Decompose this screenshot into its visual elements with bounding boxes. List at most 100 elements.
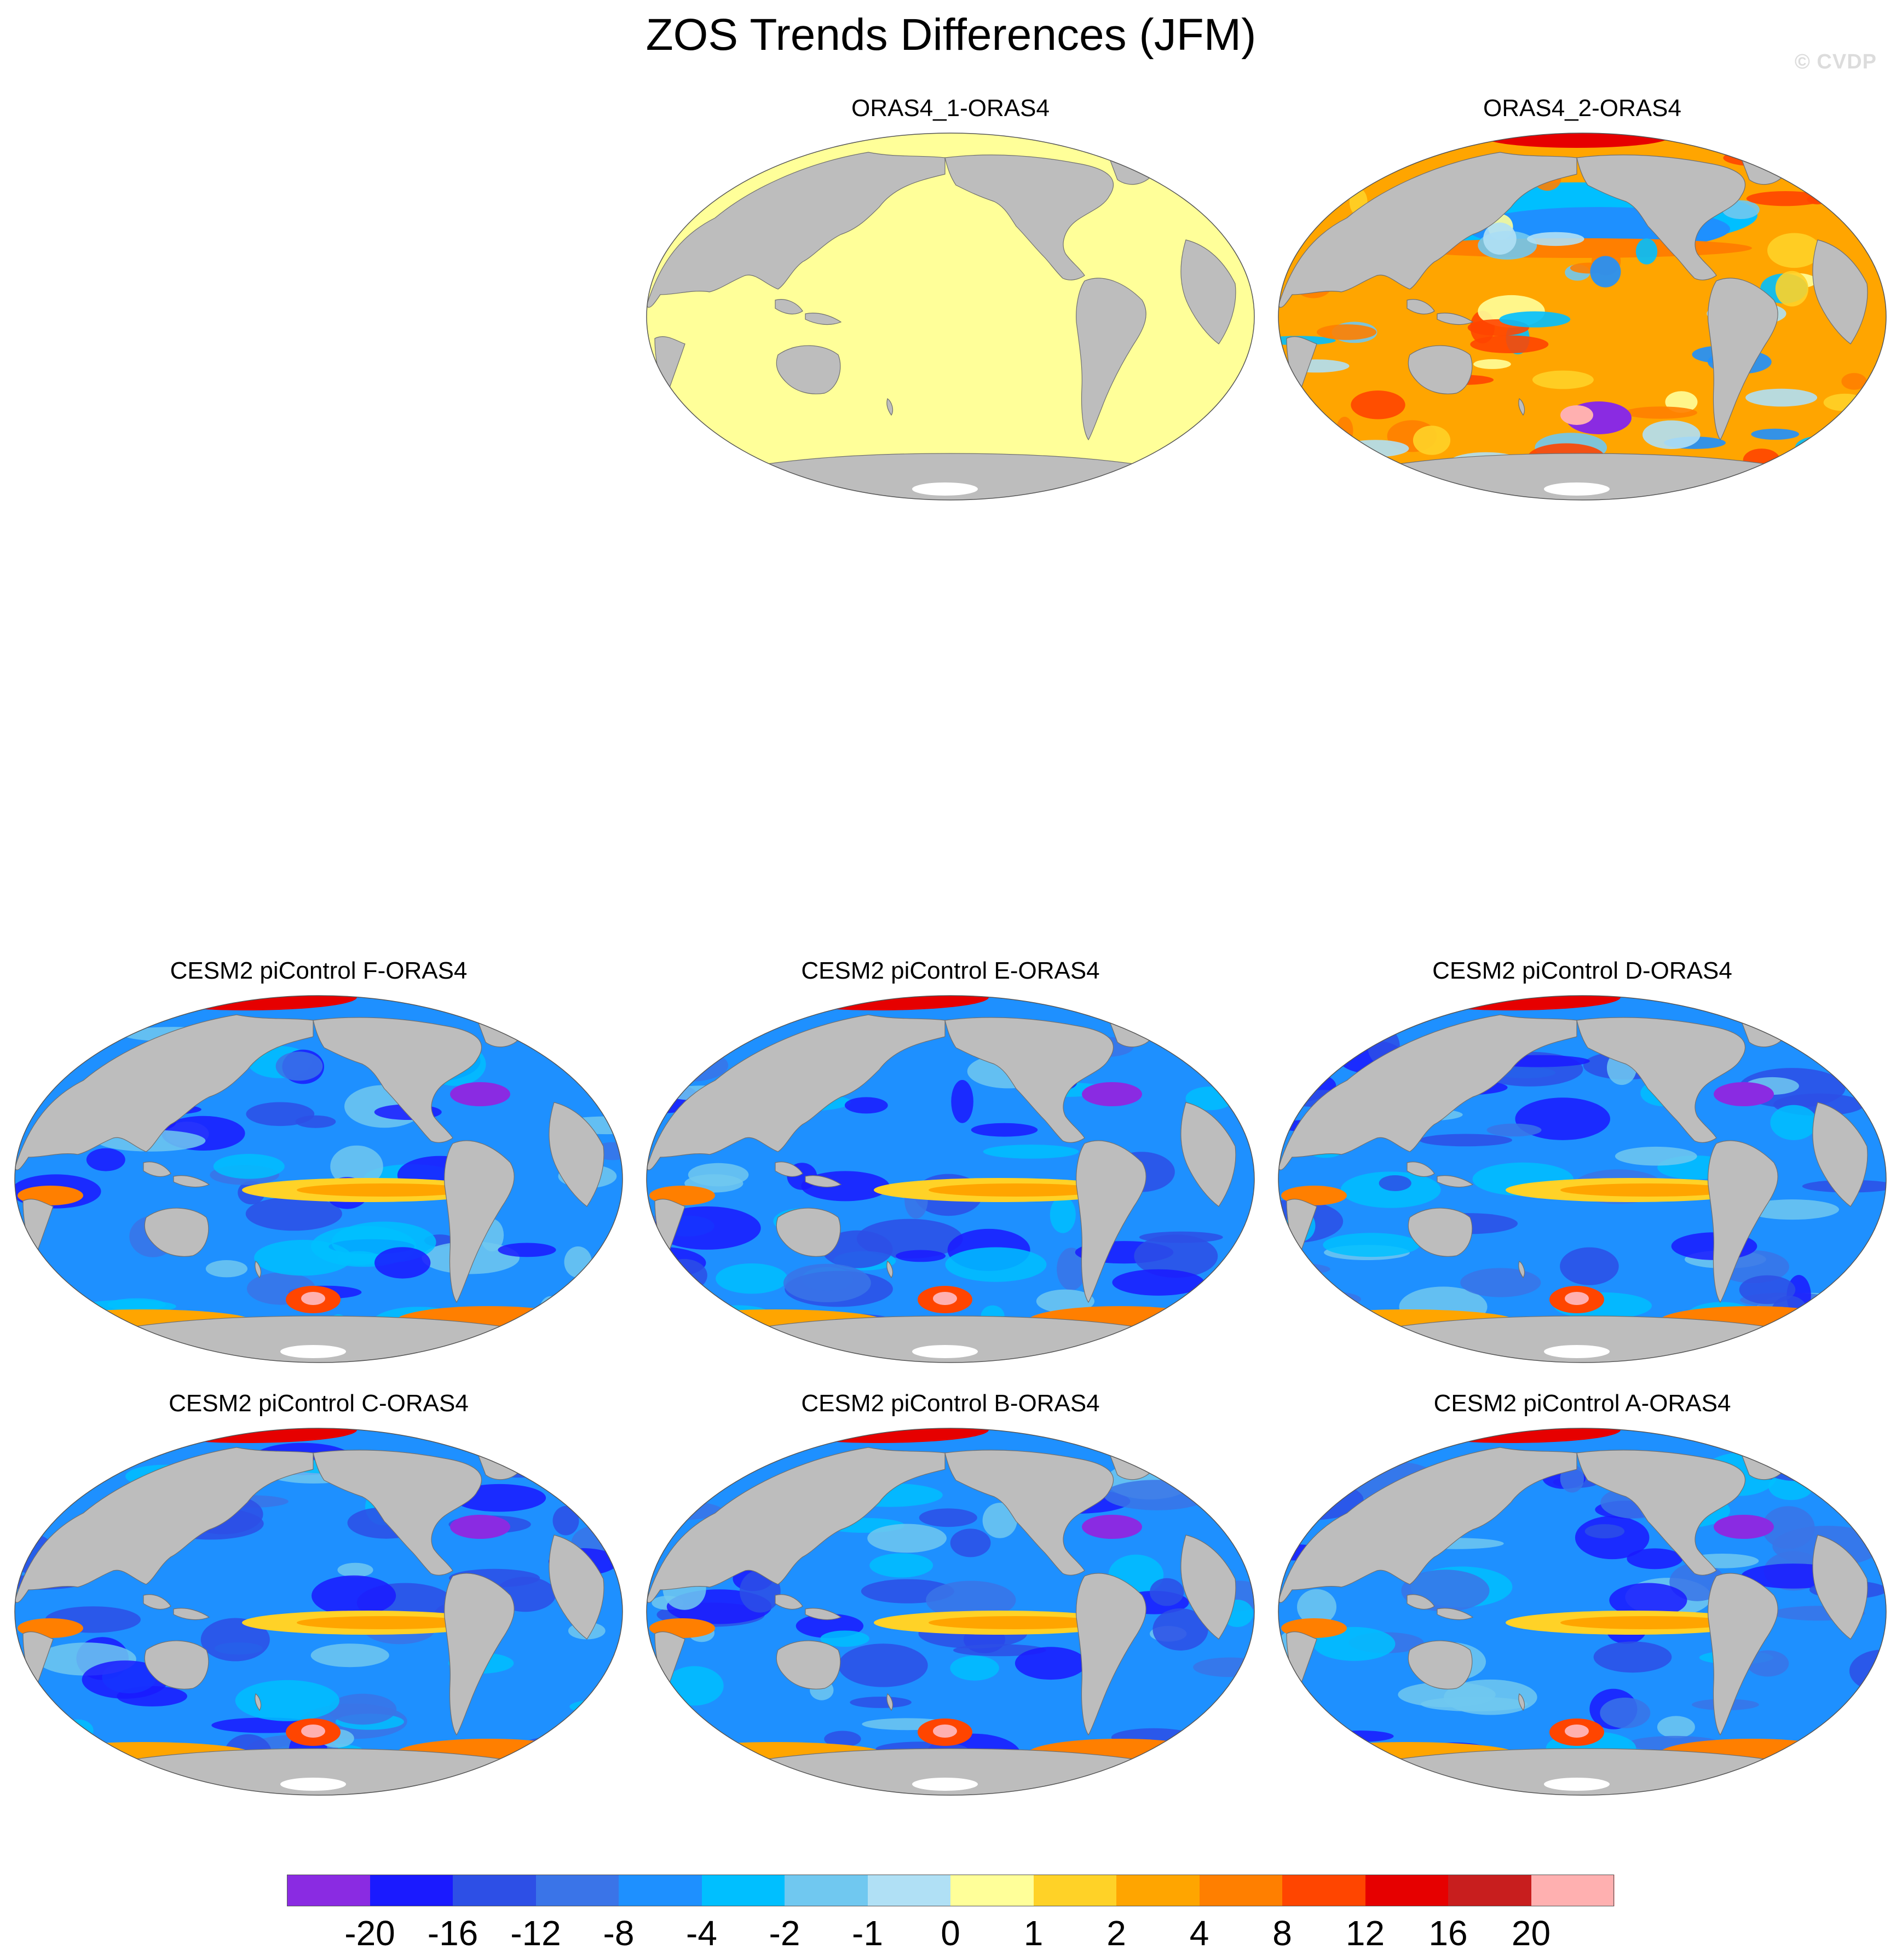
map-panel-cesm-c: CESM2 piControl C-ORAS4 — [7, 1388, 631, 1815]
colorbar-swatch — [287, 1875, 370, 1906]
field-patch — [950, 1528, 991, 1557]
map-panel-cesm-a: CESM2 piControl A-ORAS4 — [1270, 1388, 1894, 1815]
field-patch — [1527, 232, 1584, 246]
landmass — [1518, 398, 1525, 416]
colorbar-swatch — [1033, 1875, 1117, 1906]
blob-southern-max — [301, 1725, 325, 1738]
map-cesm-d — [1278, 995, 1887, 1363]
blob-arctic — [770, 1428, 989, 1443]
colorbar-swatch — [1199, 1875, 1283, 1906]
landmass — [1576, 1450, 1746, 1576]
field-patch — [498, 1243, 556, 1257]
landmass — [1408, 345, 1473, 394]
field-patch — [1532, 370, 1594, 389]
field-patch — [1642, 420, 1701, 449]
field-patch — [1762, 1506, 1815, 1549]
landmass — [805, 1175, 842, 1188]
figure-title: ZOS Trends Differences (JFM) — [645, 10, 1257, 60]
blob-arctic — [138, 996, 357, 1010]
field-patch — [15, 1284, 73, 1306]
colorbar-swatch — [950, 1875, 1034, 1906]
landmass — [1278, 1447, 1577, 1603]
field-patch — [867, 1524, 947, 1553]
ice-shelf — [1544, 1778, 1610, 1791]
field-patch — [205, 1260, 247, 1278]
colorbar-tick-label: -4 — [686, 1913, 717, 1953]
ocean-field — [15, 996, 623, 1363]
ocean-field — [1278, 133, 1886, 500]
blob-north-atlantic — [1714, 1082, 1774, 1106]
field-patch — [1751, 428, 1799, 440]
field-patch — [1152, 1608, 1208, 1651]
panel-title: CESM2 piControl C-ORAS4 — [169, 1390, 469, 1417]
panel-title: ORAS4_2-ORAS4 — [1483, 95, 1681, 122]
map-oras4-2 — [1278, 133, 1887, 501]
map-frame — [1278, 995, 1887, 1363]
field-patch — [1745, 388, 1818, 407]
map-panel-cesm-e: CESM2 piControl E-ORAS4 — [638, 956, 1263, 1383]
panel-title: CESM2 piControl B-ORAS4 — [801, 1390, 1100, 1417]
landmass — [886, 398, 894, 416]
landmass — [944, 1017, 1114, 1143]
landmass — [15, 1014, 314, 1170]
colorbar-tick-label: 0 — [941, 1913, 960, 1953]
landmass — [1708, 278, 1778, 441]
field-patch — [1841, 373, 1867, 390]
landmass — [1407, 299, 1435, 315]
field-patch — [1460, 1268, 1541, 1297]
field-patch — [1746, 191, 1825, 206]
field-patch — [950, 1656, 999, 1681]
blob-equator-core — [297, 1616, 472, 1629]
colorbar-tick-label: 20 — [1511, 1913, 1551, 1953]
field-patch — [1470, 335, 1549, 353]
colorbar-tick-label: 16 — [1428, 1913, 1468, 1953]
landmass — [173, 1175, 210, 1188]
landmass — [1708, 1140, 1778, 1303]
blob-north-atlantic — [1714, 1515, 1774, 1539]
colorbar-tick-label: -8 — [603, 1913, 635, 1953]
landmass — [944, 1450, 1114, 1576]
landmass — [1708, 1573, 1778, 1736]
colorbar-swatch — [619, 1875, 702, 1906]
landmass — [1437, 313, 1474, 325]
field-patch — [1657, 1716, 1695, 1738]
colorbar-swatch — [1448, 1875, 1531, 1906]
landmass — [1076, 1573, 1146, 1736]
map-frame — [646, 995, 1255, 1363]
field-patch — [1413, 426, 1451, 455]
landmass — [255, 1693, 262, 1711]
map-panel-oras4-1: ORAS4_1-ORAS4 — [638, 93, 1263, 520]
field-patch — [552, 1505, 579, 1536]
map-frame — [1278, 1428, 1887, 1796]
landmass — [1812, 1534, 1868, 1640]
field-patch — [822, 1230, 893, 1268]
field-patch — [971, 1123, 1038, 1137]
colorbar-tick-label: 8 — [1272, 1913, 1292, 1953]
landmass — [1278, 1014, 1577, 1170]
blob-arctic — [1402, 1428, 1621, 1443]
colorbar-tick-label: 1 — [1023, 1913, 1044, 1953]
field-patch — [337, 1562, 373, 1577]
landmass — [647, 152, 946, 308]
field-patch — [650, 1049, 729, 1082]
field-patch — [235, 1680, 339, 1721]
ice-shelf — [280, 1345, 346, 1358]
blob-equator-core — [929, 1183, 1104, 1197]
field-patch — [1279, 1290, 1361, 1308]
colorbar-tick-label: -12 — [510, 1913, 561, 1953]
field-patch — [312, 1575, 396, 1616]
field-patch — [1342, 440, 1409, 457]
field-patch — [596, 1030, 623, 1065]
colorbar-tick-label: 12 — [1345, 1913, 1385, 1953]
landmass — [143, 1162, 171, 1177]
blob-north-atlantic — [450, 1082, 510, 1106]
map-cesm-c — [14, 1428, 623, 1796]
landmass — [255, 1261, 262, 1279]
field-patch — [1747, 1650, 1789, 1677]
field-patch — [1486, 1123, 1542, 1137]
landmass — [1076, 278, 1146, 441]
blob-north-atlantic — [450, 1515, 510, 1539]
blob-arctic — [1484, 133, 1670, 148]
landmass — [549, 1534, 604, 1640]
ocean-field — [647, 996, 1254, 1363]
